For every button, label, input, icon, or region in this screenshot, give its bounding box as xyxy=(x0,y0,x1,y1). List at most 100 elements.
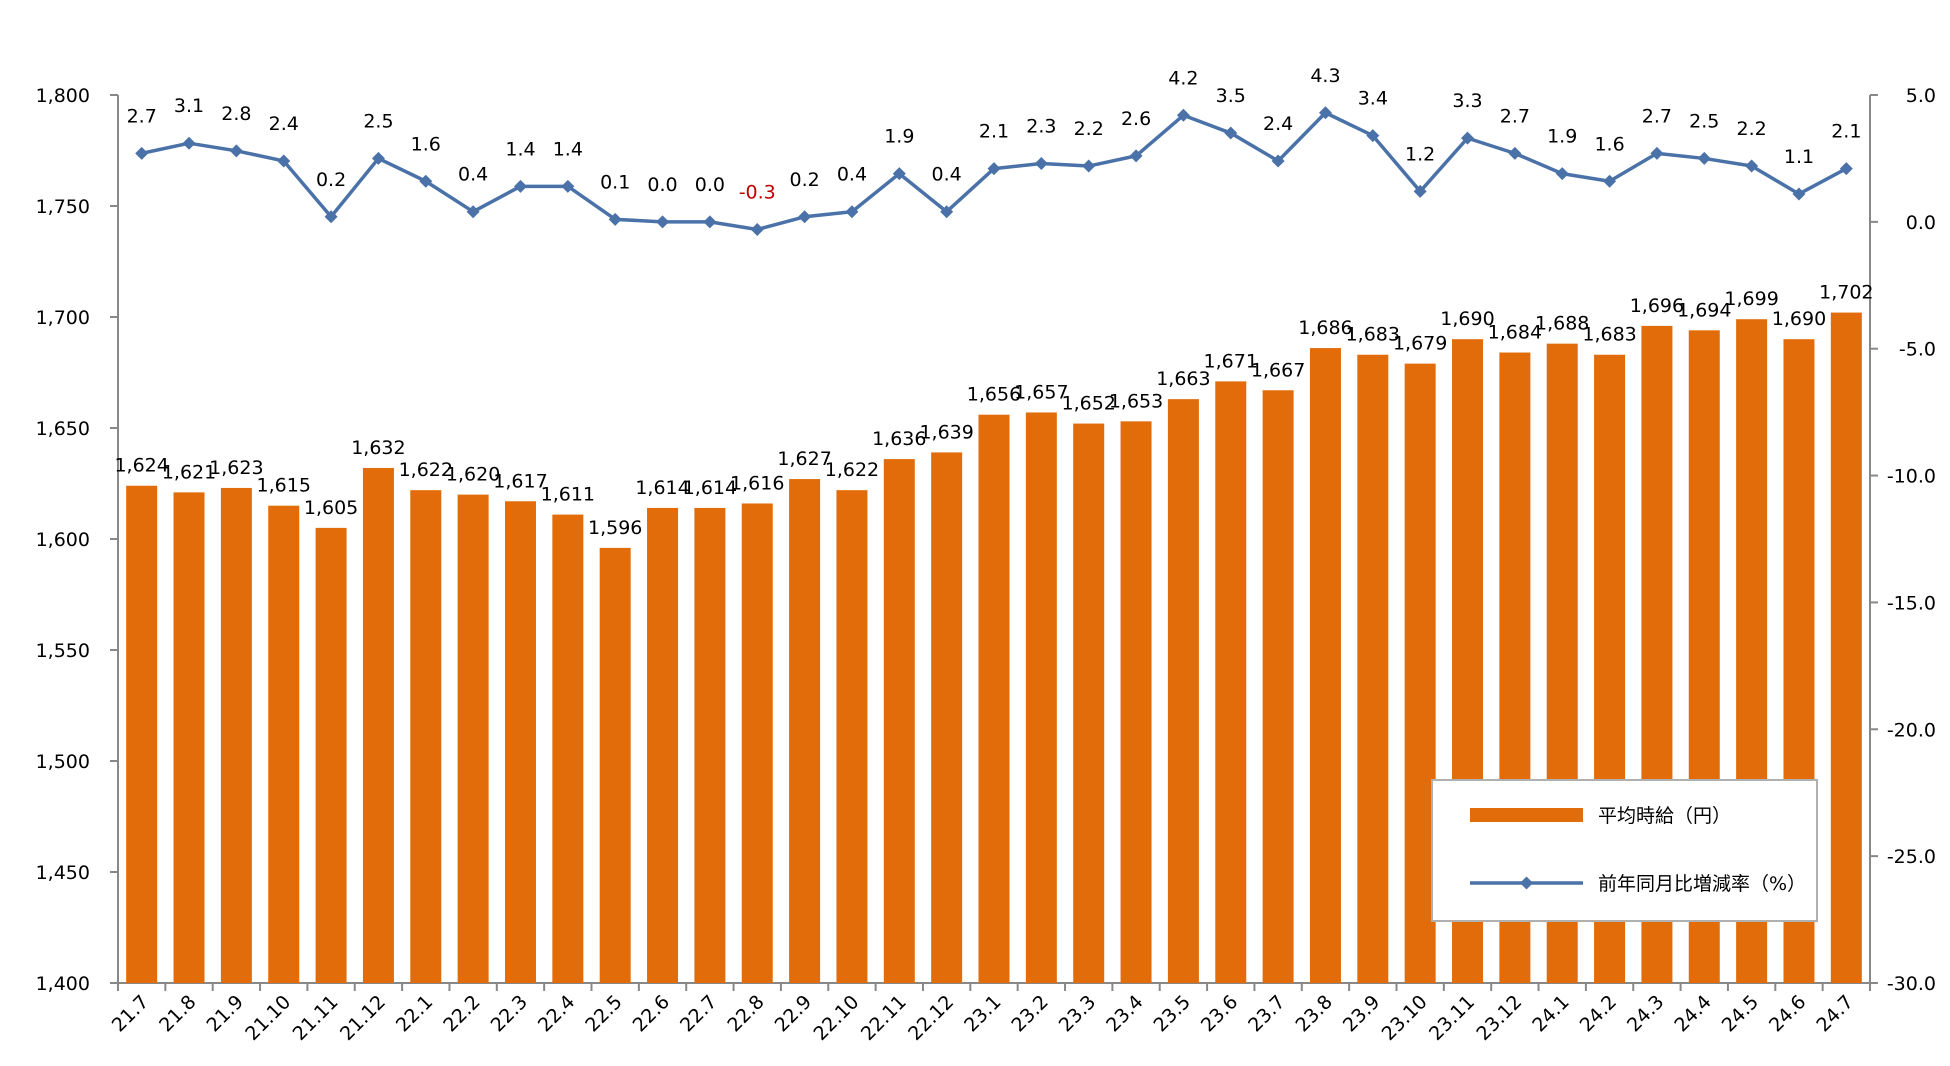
legend: 平均時給（円） 前年同月比増減率（%） xyxy=(1431,779,1818,922)
bar-data-label: 1,636 xyxy=(872,428,926,450)
bar xyxy=(1404,363,1436,983)
x-tick-label: 23.2 xyxy=(1007,991,1052,1036)
line-point xyxy=(1366,129,1380,143)
x-tick-label: 24.1 xyxy=(1528,991,1573,1036)
bar-data-label: 1,620 xyxy=(446,464,500,486)
bar-data-label: 1,686 xyxy=(1298,317,1352,339)
line-point xyxy=(1082,159,1096,173)
line-point xyxy=(656,215,670,229)
bar xyxy=(410,490,442,983)
line-data-label: 2.4 xyxy=(1263,113,1293,135)
line-data-label: 0.1 xyxy=(600,171,630,193)
line-data-label: 0.4 xyxy=(837,164,867,186)
bar-data-label: 1,667 xyxy=(1251,359,1305,381)
bar-data-label: 1,690 xyxy=(1772,308,1826,330)
line-data-label: 1.2 xyxy=(1405,143,1435,165)
line-data-label: 1.9 xyxy=(884,126,914,148)
bar xyxy=(504,501,536,983)
line-point xyxy=(1413,184,1427,198)
bar-data-label: 1,624 xyxy=(114,455,168,477)
line-data-label: 2.7 xyxy=(1642,105,1672,127)
left-axis-tick-label: 1,500 xyxy=(36,751,90,773)
x-tick-label: 22.3 xyxy=(487,991,532,1036)
line-data-label: 1.1 xyxy=(1784,146,1814,168)
line-data-label: 1.4 xyxy=(505,138,535,160)
right-axis-tick-label: 5.0 xyxy=(1906,85,1936,107)
bar-data-label: 1,690 xyxy=(1440,308,1494,330)
x-tick-label: 22.2 xyxy=(439,991,484,1036)
x-tick-label: 23.7 xyxy=(1244,991,1289,1036)
bar xyxy=(836,490,868,983)
line-data-label: 3.5 xyxy=(1216,85,1246,107)
bar xyxy=(173,492,205,983)
bar-series xyxy=(126,312,1862,984)
x-tick-label: 22.11 xyxy=(857,991,911,1045)
x-tick-label: 23.11 xyxy=(1425,991,1479,1045)
x-tick-label: 22.6 xyxy=(629,991,674,1036)
axes: 1,400 1,450 1,500 1,550 1,600 1,650 1,700 1,750… xyxy=(36,85,1936,995)
bar xyxy=(315,527,347,983)
bar xyxy=(268,505,300,983)
bar-data-label: 1,679 xyxy=(1393,333,1447,355)
x-tick-label: 21.7 xyxy=(108,991,153,1036)
x-tick-label: 24.3 xyxy=(1623,991,1668,1036)
legend-bar-label: 平均時給（円） xyxy=(1598,805,1731,827)
bar xyxy=(220,487,252,983)
line-data-label: 3.3 xyxy=(1452,90,1482,112)
x-tick-label: 24.7 xyxy=(1812,991,1857,1036)
legend-line-label: 前年同月比増減率（%） xyxy=(1598,873,1806,895)
bar xyxy=(1073,423,1105,983)
left-axis-tick-label: 1,750 xyxy=(36,196,90,218)
line-data-labels: 2.7 3.1 2.8 2.40.22.51.60.41.4 1.40.1 0.0 0.0-… xyxy=(127,65,1862,204)
x-tick-label: 23.8 xyxy=(1292,991,1337,1036)
bar-data-label: 1,617 xyxy=(493,470,547,492)
line-point xyxy=(182,136,196,150)
legend-bar-swatch xyxy=(1470,808,1583,822)
line-point xyxy=(513,179,527,193)
bar-data-label: 1,652 xyxy=(1061,393,1115,415)
x-tick-label: 21.11 xyxy=(289,991,343,1045)
line-point xyxy=(1603,174,1617,188)
bar xyxy=(647,507,679,983)
bar-data-label: 1,688 xyxy=(1535,313,1589,335)
line-point xyxy=(371,151,385,165)
line-point xyxy=(1034,157,1048,171)
right-axis-tick-label: -25.0 xyxy=(1887,846,1936,868)
bar xyxy=(694,507,726,983)
bar xyxy=(931,452,963,983)
line-data-label: 2.5 xyxy=(363,110,393,132)
line-data-label: 2.2 xyxy=(1074,118,1104,140)
x-tick-label: 21.12 xyxy=(336,991,390,1045)
line-point xyxy=(324,210,338,224)
x-tick-label: 21.8 xyxy=(155,991,200,1036)
line-point xyxy=(1271,154,1285,168)
line-point xyxy=(561,179,575,193)
line-data-label: 3.1 xyxy=(174,95,204,117)
x-tick-label: 22.10 xyxy=(809,991,863,1045)
bar xyxy=(1357,354,1389,983)
line-data-label: 1.9 xyxy=(1547,126,1577,148)
bar-data-label: 1,605 xyxy=(304,497,358,519)
left-axis-tick-label: 1,450 xyxy=(36,862,90,884)
line-data-label: 2.7 xyxy=(1500,105,1530,127)
left-axis-tick-label: 1,600 xyxy=(36,529,90,551)
bar-data-label: 1,621 xyxy=(162,461,216,483)
left-axis-tick-label: 1,550 xyxy=(36,640,90,662)
line-data-label: 2.4 xyxy=(269,113,299,135)
line-point xyxy=(1129,149,1143,163)
bar-data-label: 1,616 xyxy=(730,472,784,494)
line-data-label: 1.6 xyxy=(1594,133,1624,155)
line-point xyxy=(608,212,622,226)
line-data-label: 0.0 xyxy=(647,174,677,196)
bar-data-label: 1,615 xyxy=(257,475,311,497)
line-point xyxy=(940,205,954,219)
left-axis-tick-label: 1,700 xyxy=(36,307,90,329)
x-tick-label: 21.10 xyxy=(241,991,295,1045)
bar xyxy=(457,494,489,983)
x-tick-label: 23.12 xyxy=(1472,991,1526,1045)
line-series xyxy=(135,106,1853,236)
line-data-label: -0.3 xyxy=(739,181,776,203)
bar xyxy=(599,547,631,983)
line-point xyxy=(135,146,149,160)
line-data-label: 0.2 xyxy=(316,169,346,191)
